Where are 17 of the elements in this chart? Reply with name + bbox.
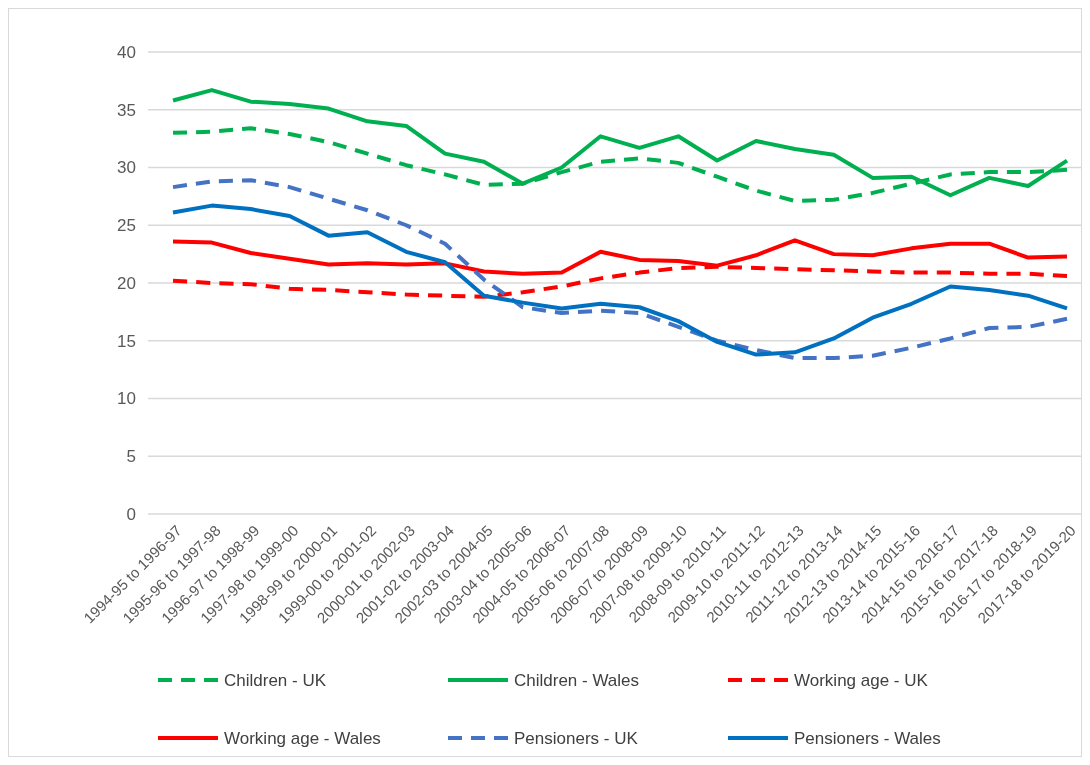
legend-label: Working age - Wales [224,728,381,748]
legend-label: Pensioners - UK [514,728,639,748]
legend-label: Pensioners - Wales [794,728,941,748]
y-tick-label: 35 [117,100,136,120]
line-series [171,203,1069,357]
y-tick-label: 25 [117,216,136,236]
y-tick-label: 5 [126,447,136,467]
line-series [171,178,1069,361]
legend-label: Children - UK [224,670,327,690]
y-tick-label: 40 [117,42,136,62]
y-tick-label: 0 [126,504,136,524]
legend-label: Working age - UK [794,670,929,690]
y-tick-label: 15 [117,331,136,351]
y-tick-label: 10 [117,389,136,409]
legend-label: Children - Wales [514,670,640,690]
y-tick-label: 30 [117,158,136,178]
y-tick-label: 20 [117,273,136,293]
